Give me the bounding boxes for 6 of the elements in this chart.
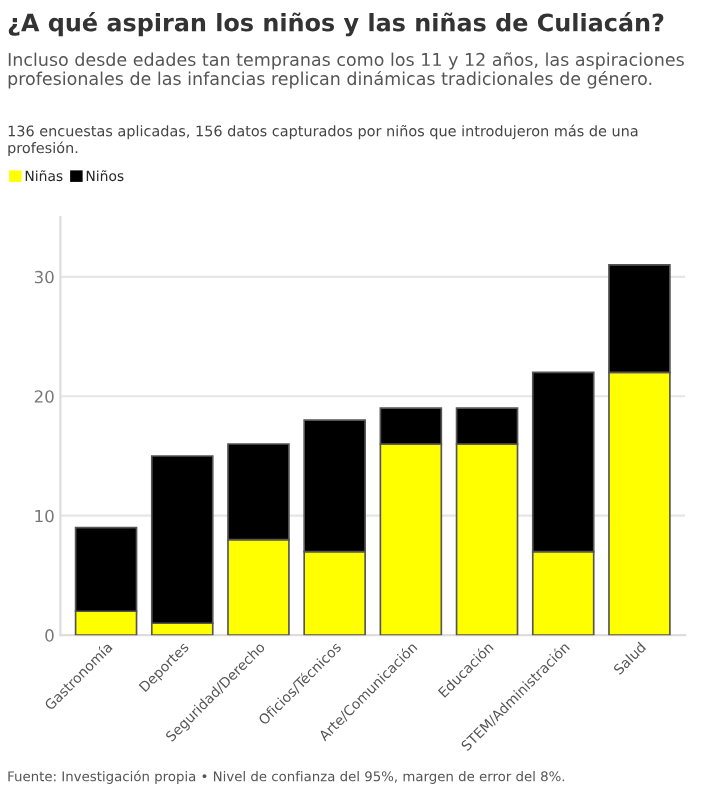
y-tick-label: 0 (45, 629, 54, 642)
y-tick-label: 20 (34, 390, 54, 403)
chart-title: ¿A qué aspiran los niños y las niñas de Culiacán? (8, 12, 664, 37)
y-tick-label: 30 (34, 270, 54, 284)
chart-subtitle: Incluso desde edades tan tempranas como los 11 y 12 años, las aspiraciones profesionales de las infancias replican dinámicas tradicionales de género. (8, 52, 684, 89)
y-tick-label: 10 (35, 509, 54, 523)
